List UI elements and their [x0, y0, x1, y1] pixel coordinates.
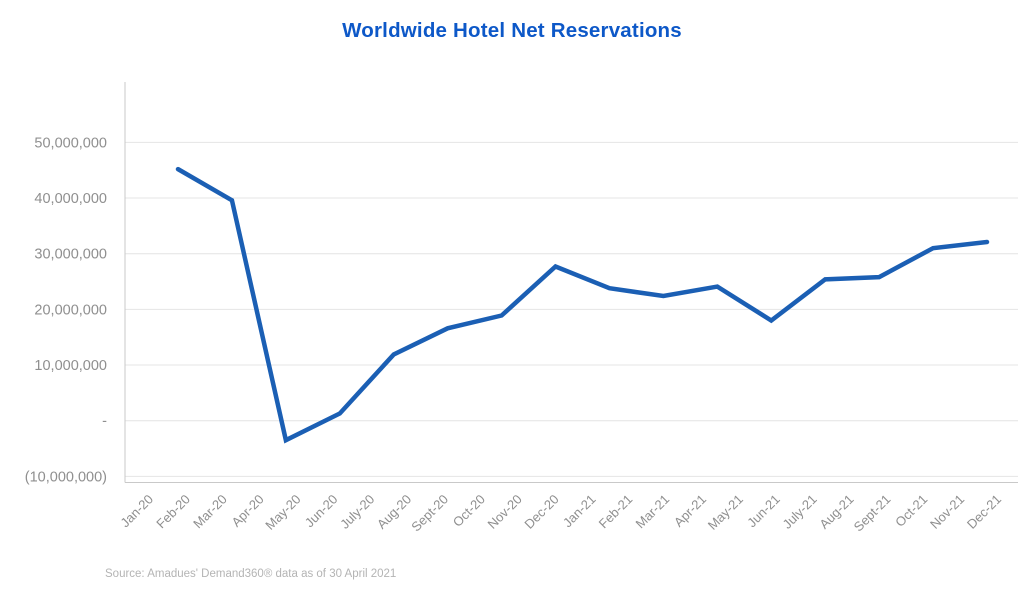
y-axis-tick-label: 50,000,000	[34, 135, 107, 151]
x-axis-month-label: Nov-21	[927, 492, 967, 532]
reservations-line	[175, 166, 990, 444]
y-axis-tick-label: 20,000,000	[34, 302, 107, 318]
x-axis-month-label: May-21	[705, 492, 746, 533]
x-axis-month-label: July-20	[337, 492, 377, 532]
x-axis-month-label: Apr-20	[229, 492, 267, 530]
x-axis-month-label: Oct-21	[892, 492, 930, 530]
x-axis-month-label: July-21	[780, 492, 820, 532]
x-axis-month-label: Sept-21	[851, 492, 894, 535]
x-axis-month-label: Oct-20	[450, 492, 488, 530]
x-axis-month-label: Feb-21	[596, 492, 636, 532]
x-axis-month-label: May-20	[262, 492, 303, 533]
x-axis-month-label: Feb-20	[153, 492, 193, 532]
x-axis-month-label: Aug-20	[374, 492, 414, 532]
y-axis-tick-label: -	[102, 414, 107, 430]
x-axis-month-label: Jan-21	[560, 492, 599, 531]
x-axis-month-label: Nov-20	[485, 492, 525, 532]
chart-title: Worldwide Hotel Net Reservations	[342, 19, 682, 42]
x-axis-month-label: Dec-20	[521, 492, 561, 532]
y-axis-tick-label: (10,000,000)	[25, 469, 107, 485]
x-axis-month-label: Dec-21	[964, 492, 1004, 532]
x-axis-month-label: Jun-20	[302, 492, 341, 531]
y-axis-tick-label: 40,000,000	[34, 191, 107, 207]
x-axis-month-label: Mar-21	[633, 492, 673, 532]
x-axis-month-label: Aug-21	[816, 492, 856, 532]
x-axis-month-label: Apr-21	[671, 492, 709, 530]
y-axis-tick-label: 30,000,000	[34, 247, 107, 263]
y-axis-tick-label: 10,000,000	[34, 358, 107, 374]
x-axis-month-label: Jan-20	[117, 492, 156, 531]
source-note: Source: Amadues' Demand360® data as of 3…	[105, 568, 397, 580]
x-axis-month-label: Sept-20	[408, 492, 451, 535]
x-axis-month-label: Jun-21	[744, 492, 783, 531]
x-axis-month-label: Mar-20	[190, 492, 230, 532]
